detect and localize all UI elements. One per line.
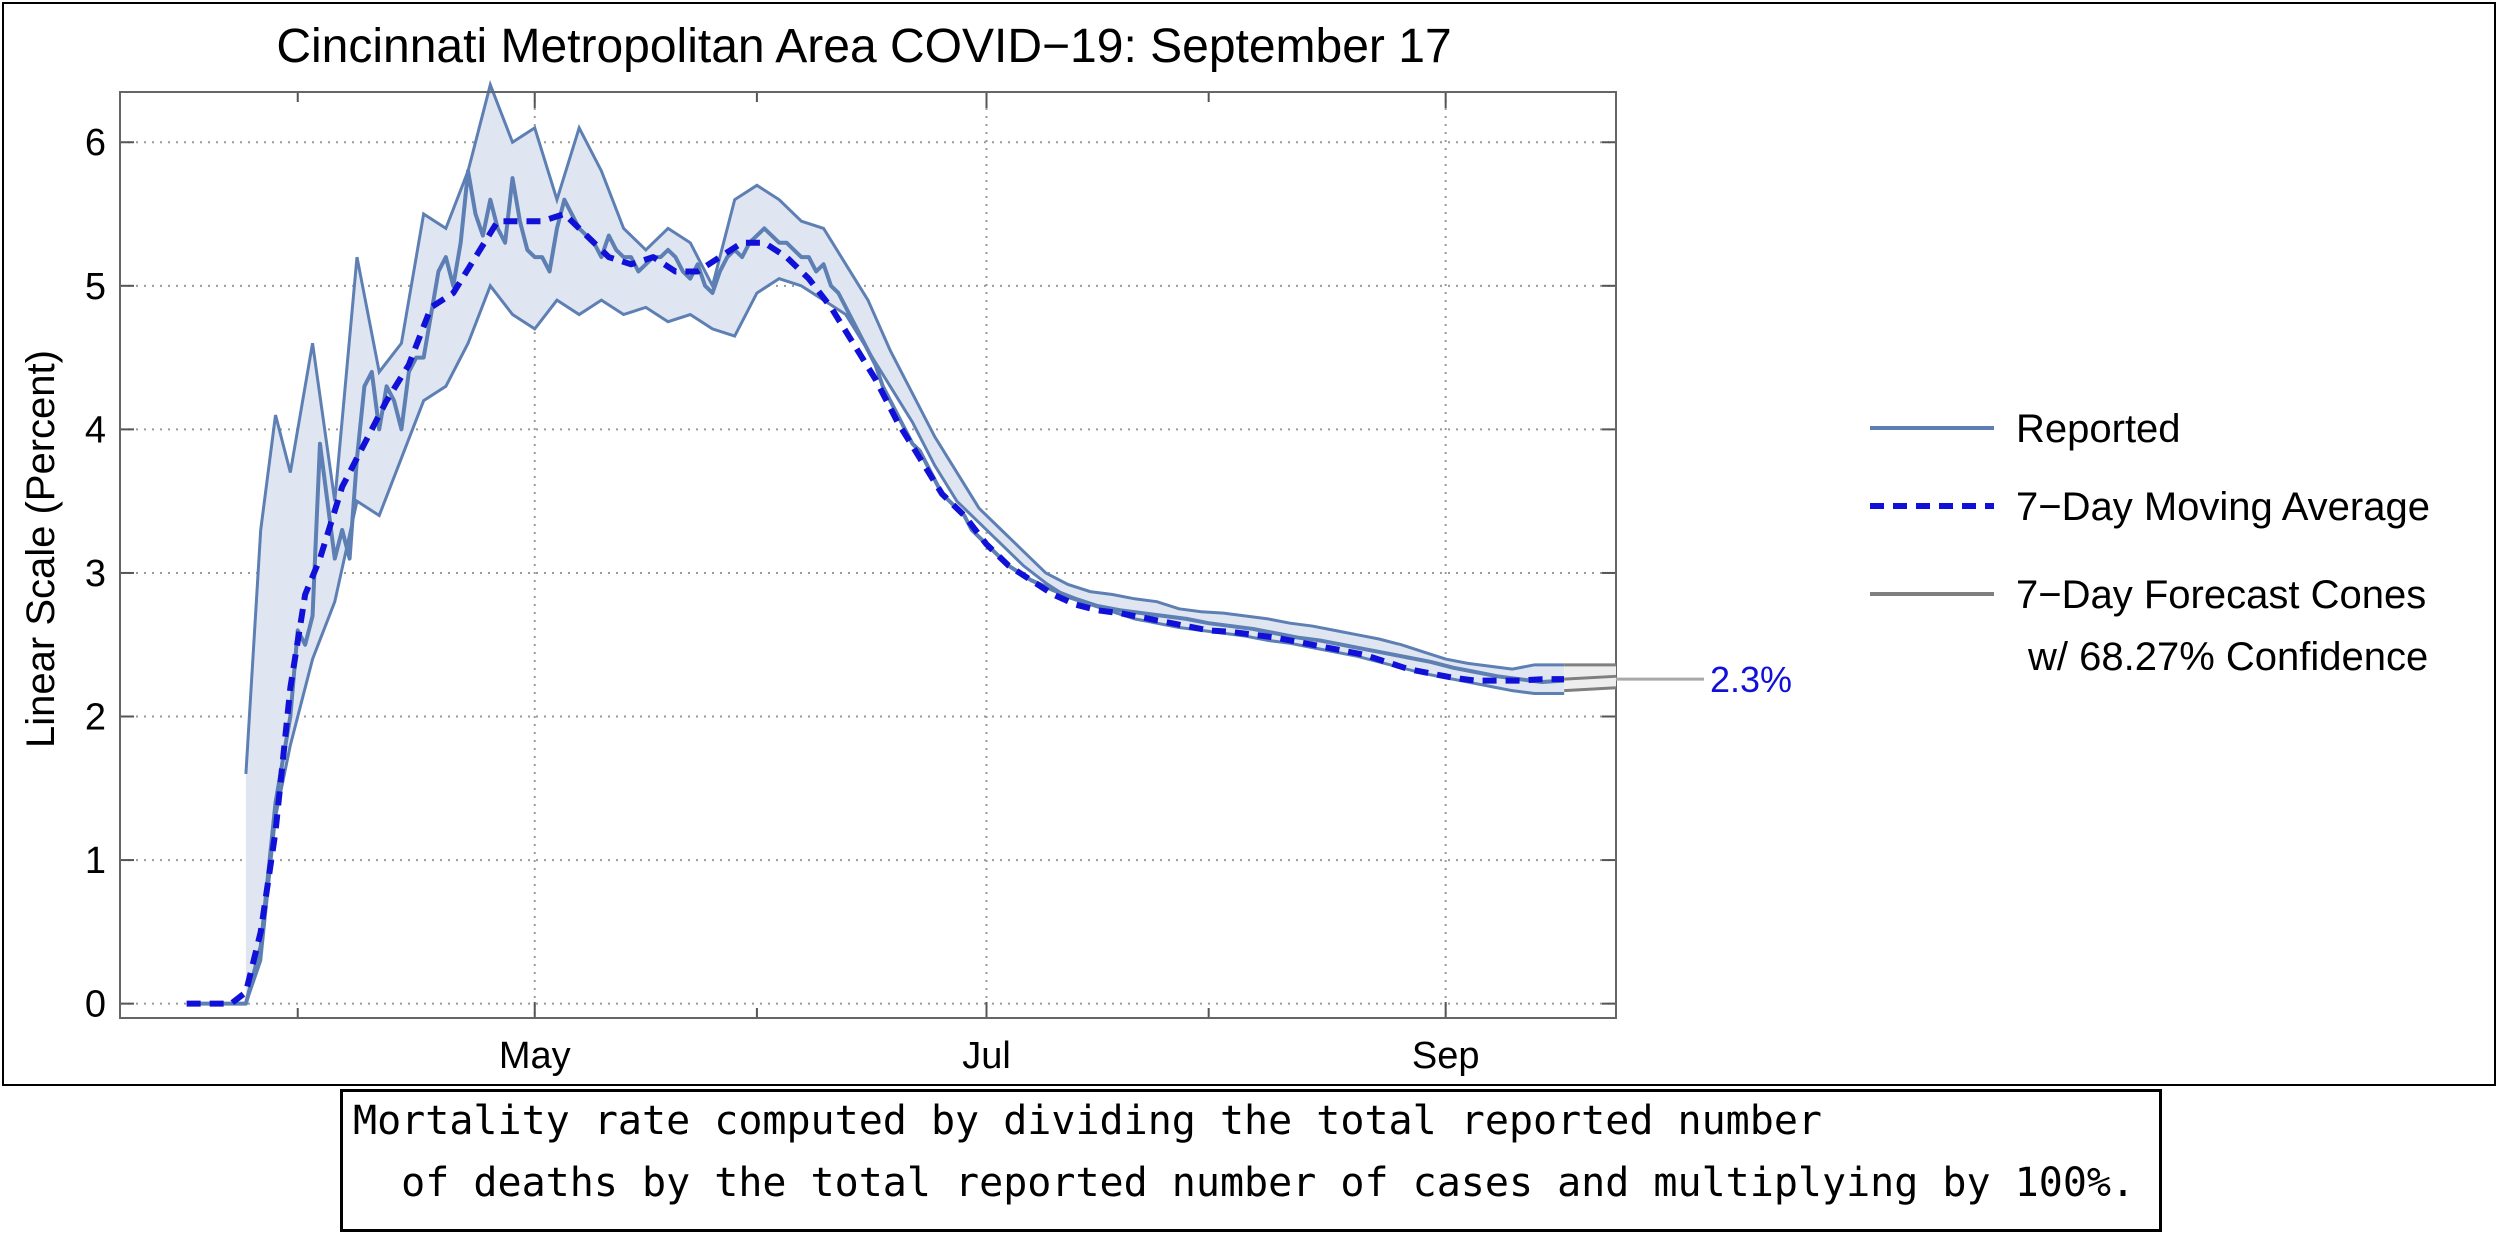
plot-frame <box>119 91 1617 1019</box>
confidence-band-upper <box>244 79 1565 775</box>
y-tick-label: 1 <box>85 840 106 882</box>
forecast-cone-lower <box>1564 686 1617 693</box>
legend: Reported 7−Day Moving Average 7−Day Foreca… <box>1870 407 2430 679</box>
legend-label: 7−Day Forecast Cones <box>2016 573 2426 617</box>
confidence-band-layer <box>244 79 1565 1005</box>
legend-label-line2: w/ 68.27% Confidence <box>2027 635 2428 679</box>
y-tick-label: 2 <box>85 697 106 739</box>
footnote-line-1: Mortality rate computed by dividing the … <box>353 1098 1823 1144</box>
y-tick-label: 3 <box>85 553 106 595</box>
y-axis-label: Linear Scale (Percent) <box>19 350 63 748</box>
chart: Cincinnati Metropolitan Area COVID−19: S… <box>19 20 2430 1077</box>
x-tick-label: May <box>499 1035 571 1077</box>
y-tick-label: 5 <box>85 266 106 308</box>
legend-label: 7−Day Moving Average <box>2016 485 2430 529</box>
footnote-box: Mortality rate computed by dividing the … <box>340 1089 2162 1232</box>
forecast-cone-center <box>1564 674 1617 681</box>
x-tick-label: Sep <box>1412 1035 1480 1077</box>
series-line-reported <box>186 168 1565 1006</box>
y-tick-label: 6 <box>85 122 106 164</box>
series-line-moving-average <box>186 211 1565 1007</box>
y-tick-label: 0 <box>85 984 106 1026</box>
x-tick-label: Jul <box>962 1035 1011 1077</box>
y-tick-label: 4 <box>85 409 106 451</box>
forecast-layer: 2.3% <box>1564 659 1792 700</box>
chart-title: Cincinnati Metropolitan Area COVID−19: S… <box>276 20 1451 73</box>
footnote-line-2: of deaths by the total reported number o… <box>353 1160 2136 1206</box>
legend-label: Reported <box>2016 407 2181 451</box>
series-layer <box>186 168 1565 1007</box>
axes: 0 1 2 3 4 5 6 May Jul Sep <box>85 91 1617 1077</box>
chart-frame: Cincinnati Metropolitan Area COVID−19: S… <box>2 2 2496 1086</box>
confidence-band <box>245 84 1565 1004</box>
end-value-label: 2.3% <box>1710 659 1792 700</box>
